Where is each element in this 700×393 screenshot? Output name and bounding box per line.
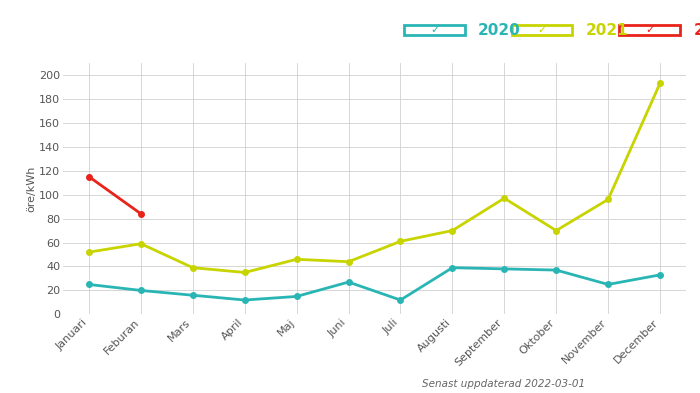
Text: 2020: 2020	[478, 23, 521, 38]
Text: ∨: ∨	[317, 18, 332, 37]
Text: ✓: ✓	[538, 25, 547, 35]
Y-axis label: öre/kWh: öre/kWh	[27, 165, 36, 212]
Text: 2021: 2021	[586, 23, 629, 38]
Text: ✓: ✓	[430, 25, 439, 35]
Text: ✓: ✓	[645, 25, 654, 35]
Text: Elområde Stockholm (SE3): Elområde Stockholm (SE3)	[18, 20, 245, 35]
FancyBboxPatch shape	[512, 25, 573, 35]
Text: Senast uppdaterad 2022-03-01: Senast uppdaterad 2022-03-01	[422, 379, 586, 389]
FancyBboxPatch shape	[405, 25, 465, 35]
Text: 2022: 2022	[693, 23, 700, 38]
FancyBboxPatch shape	[620, 25, 680, 35]
